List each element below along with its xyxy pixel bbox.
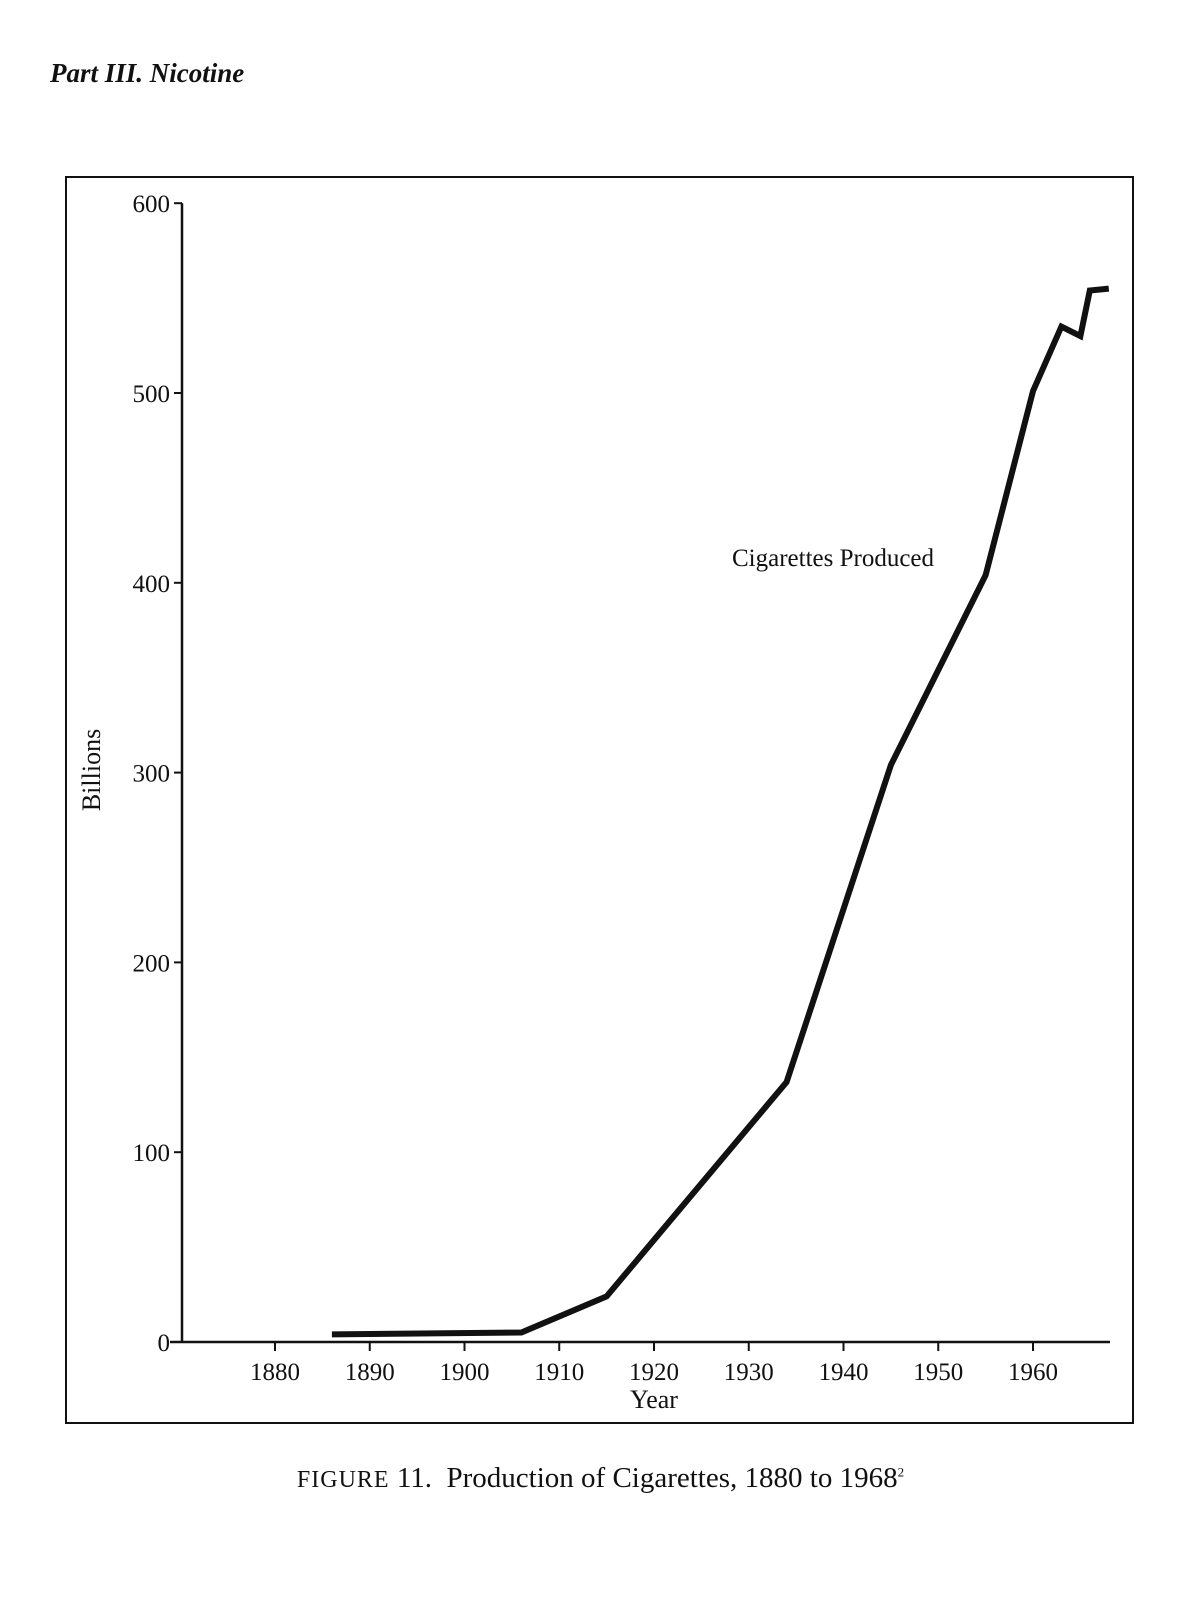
y-tick-label: 300 [133,761,171,788]
series-annotation: Cigarettes Produced [732,545,935,572]
x-tick-label: 1880 [250,1359,300,1386]
figure-frame [65,176,1134,1424]
x-tick-label: 1960 [1008,1359,1058,1386]
x-axis-label: Year [630,1385,678,1414]
y-tick-label: 500 [133,381,171,408]
y-tick-label: 0 [158,1330,171,1357]
x-tick-label: 1890 [345,1359,395,1386]
x-tick-label: 1930 [724,1359,774,1386]
y-axis-label: Billions [77,729,106,811]
figure-caption: FIGURE 11. Production of Cigarettes, 188… [0,1462,1201,1495]
y-tick-label: 100 [133,1140,171,1167]
caption-text: Production of Cigarettes, 1880 to 1968 [446,1462,898,1494]
y-tick-label: 600 [133,191,171,218]
caption-footnote: 2 [897,1464,905,1480]
x-tick-label: 1920 [629,1359,679,1386]
x-tick-label: 1940 [819,1359,869,1386]
caption-label: FIGURE [296,1467,390,1493]
x-tick-label: 1910 [534,1359,584,1386]
y-tick-label: 400 [133,571,171,598]
series-line-cigarettes-produced [331,285,1110,1338]
y-tick-label: 200 [133,950,171,977]
running-head: Part III. Nicotine [50,58,245,88]
x-tick-label: 1950 [913,1359,963,1386]
caption-number: 11. [396,1462,433,1494]
x-tick-label: 1900 [440,1359,490,1386]
